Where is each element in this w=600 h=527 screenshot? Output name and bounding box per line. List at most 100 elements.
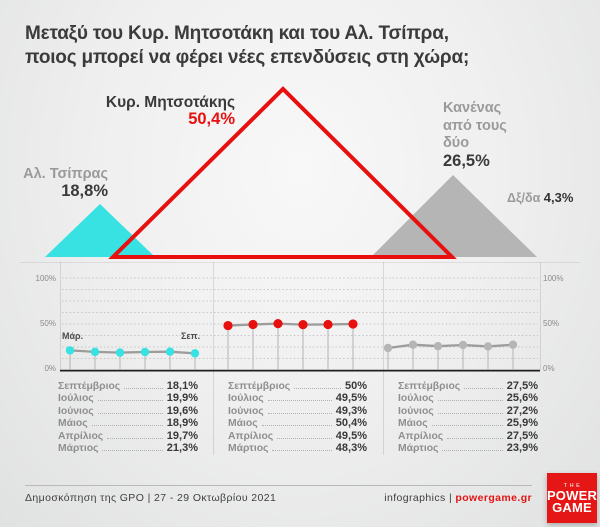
month-label: Απρίλιος (398, 430, 444, 442)
month-value: 50% (344, 380, 367, 392)
tsipras-value: 18,8% (61, 182, 108, 200)
month-value: 23,9% (506, 442, 538, 455)
dotted-leader (267, 400, 332, 402)
y-axis-left-50: 50% (39, 319, 56, 328)
month-label: Σεπτέμβριος (228, 381, 291, 392)
month-label: Ιούλιος (228, 393, 264, 405)
dotted-leader (464, 388, 503, 389)
neither-name-line1: Κανένας (443, 100, 502, 116)
month-label: Απρίλιος (58, 430, 104, 442)
powergame-logo[interactable]: THE POWER GAME (547, 473, 597, 523)
dotted-leader (437, 400, 503, 402)
month-label: Ιούλιος (398, 393, 434, 405)
month-value: 27,2% (506, 404, 538, 417)
chart-left-border (60, 262, 61, 370)
data-point (165, 347, 175, 356)
month-value: 48,3% (335, 442, 367, 455)
poll-source-text: Δημοσκόπηση της GPO | 27 - 29 Οκτωβρίου … (25, 492, 277, 504)
data-point (383, 343, 393, 353)
data-point (298, 320, 308, 330)
dotted-leader (442, 450, 503, 452)
trend-line (68, 349, 197, 355)
title-line-1: Μεταξύ του Κυρ. Μητσοτάκη και του Αλ. Τσ… (25, 23, 449, 44)
table-row: Ιούλιος 49,5% (228, 392, 367, 404)
dotted-leader (437, 412, 503, 414)
data-point (348, 319, 358, 329)
table-row: Απρίλιος 49,5% (228, 430, 367, 442)
month-value: 49,5% (335, 429, 367, 442)
dont-know-value: 4,3% (543, 190, 574, 205)
data-point (65, 346, 75, 355)
data-point (223, 320, 233, 331)
y-axis-left-0: 0% (44, 364, 56, 373)
mitsotakis-label: Κυρ. Μητσοτάκης 50,4% (85, 95, 235, 128)
month-value: 19,7% (166, 429, 198, 442)
mitsotakis-data-table: Σεπτέμβριος 50% Ιούλιος 49,5% Ιούνιος 49,3% Μά… (228, 380, 367, 455)
logo-the: THE (563, 483, 583, 489)
data-point (115, 348, 125, 357)
table-row: Ιούλιος 25,6% (398, 392, 538, 404)
logo-power: POWER (546, 488, 598, 503)
tsipras-data-table: Σεπτέμβριος 18,1% Ιούλιος 19,9% Ιούνιος 19,6%… (58, 380, 198, 455)
credits-text: infographics | powergame.gr (300, 492, 532, 504)
month-label: Μάρτιος (228, 443, 269, 455)
month-value: 25,9% (506, 417, 538, 430)
data-point (273, 319, 283, 329)
table-row: Σεπτέμβριος 50% (228, 380, 367, 392)
neither-name-line3: δύο (443, 135, 470, 151)
neither-value: 26,5% (443, 151, 490, 170)
page-title: Μεταξύ του Κυρ. Μητσοτάκη και του Αλ. Τσ… (25, 22, 469, 69)
y-axis-left-100: 100% (35, 274, 56, 283)
dotted-leader (294, 388, 341, 389)
y-axis-right-100: 100% (543, 274, 564, 283)
month-value: 49,5% (335, 392, 367, 405)
table-row: Μάρτιος 48,3% (228, 442, 367, 454)
footer-divider (25, 485, 532, 486)
dont-know-text: Δξ/δα (507, 191, 541, 205)
month-value: 50,4% (335, 417, 367, 430)
chart-strip-top-border (20, 262, 580, 263)
dotted-leader (272, 450, 332, 452)
mitsotakis-value: 50,4% (188, 110, 235, 128)
month-value: 25,6% (506, 392, 538, 405)
table-row: Ιούνιος 49,3% (228, 405, 367, 417)
month-label: Μάρτιος (58, 443, 99, 455)
infographics-label: infographics | (384, 492, 456, 504)
data-point (458, 340, 468, 350)
data-point (508, 340, 518, 349)
data-point (408, 340, 418, 349)
dont-know-label: Δξ/δα 4,3% (507, 190, 573, 205)
tsipras-name: Αλ. Τσίπρας (23, 166, 108, 182)
month-value: 18,1% (166, 380, 198, 392)
x-label-september: Σεπ. (181, 331, 201, 341)
tsipras-label: Αλ. Τσίπρας 18,8% (14, 166, 108, 200)
table-row: Ιούνιος 19,6% (58, 405, 198, 417)
neither-data-table: Σεπτέμβριος 27,5% Ιούλιος 25,6% Ιούνιος 27,2%… (398, 380, 538, 455)
table-row: Ιούλιος 19,9% (58, 392, 198, 404)
chart-right-border (540, 262, 541, 370)
dotted-leader (267, 412, 332, 414)
data-point (190, 349, 200, 358)
trend-line (226, 322, 355, 327)
dotted-leader (102, 450, 163, 452)
month-label: Μάρτιος (398, 443, 439, 455)
month-label: Μάιος (58, 418, 88, 430)
table-row: Μάιος 25,9% (398, 417, 538, 429)
dotted-leader (124, 388, 163, 389)
dotted-leader (97, 400, 163, 402)
y-axis-right-50: 50% (543, 319, 560, 328)
month-label: Μάιος (228, 418, 258, 430)
table-row: Μάιος 18,9% (58, 417, 198, 429)
neither-label: Κανένας από τους δύο 26,5% (443, 100, 553, 170)
dotted-leader (107, 437, 163, 439)
dotted-leader (261, 425, 332, 427)
triangle-chart (45, 86, 537, 259)
powergame-link[interactable]: powergame.gr (455, 492, 532, 504)
data-point (323, 319, 333, 330)
dotted-leader (91, 425, 163, 427)
trend-mini-charts (60, 277, 540, 372)
data-point (140, 347, 150, 357)
month-label: Ιούνιος (398, 405, 434, 417)
month-value: 19,9% (166, 392, 198, 405)
month-label: Απρίλιος (228, 430, 274, 442)
